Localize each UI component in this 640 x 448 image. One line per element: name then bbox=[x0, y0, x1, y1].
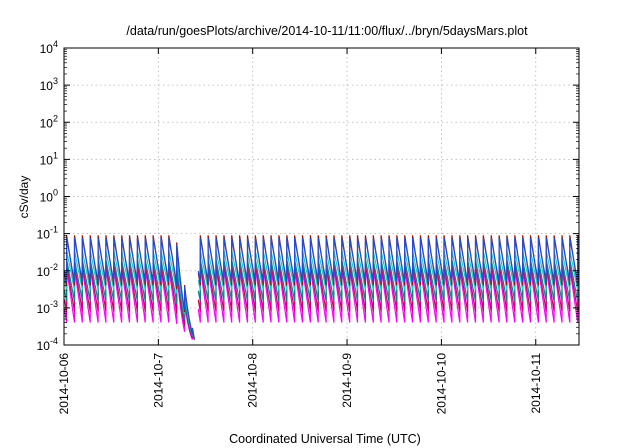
y-tick-label: 104 bbox=[40, 39, 58, 56]
x-axis-label: Coordinated Universal Time (UTC) bbox=[229, 432, 421, 446]
y-tick-label: 10-3 bbox=[37, 299, 58, 316]
series-line-blue bbox=[64, 238, 580, 340]
x-axis: 2014-10-06 2014-10-7 2014-10-8 2014-10-9 201… bbox=[57, 48, 543, 414]
y-tick-label: 103 bbox=[40, 76, 58, 93]
series-group bbox=[64, 235, 580, 341]
x-tick-label: 2014-10-11 bbox=[529, 353, 543, 414]
y-tick-label: 102 bbox=[40, 113, 58, 130]
x-tick-label: 2014-10-7 bbox=[151, 353, 165, 408]
y-tick-label: 10-1 bbox=[37, 225, 58, 242]
y-tick-label: 10-4 bbox=[37, 336, 58, 353]
grid bbox=[64, 48, 579, 345]
y-tick-label: 100 bbox=[40, 188, 58, 205]
y-tick-label: 101 bbox=[40, 150, 58, 167]
y-tick-label: 10-2 bbox=[37, 262, 58, 279]
chart-title: /data/run/goesPlots/archive/2014-10-11/1… bbox=[126, 24, 528, 38]
x-tick-label: 2014-10-9 bbox=[340, 353, 354, 408]
y-axis: 10-4 10-3 10-2 10-1 100 101 102 103 104 bbox=[37, 39, 579, 353]
x-tick-label: 2014-10-06 bbox=[57, 353, 71, 415]
x-tick-label: 2014-10-8 bbox=[246, 353, 260, 408]
x-tick-label: 2014-10-10 bbox=[434, 353, 448, 415]
y-axis-label: cSv/day bbox=[17, 176, 31, 219]
